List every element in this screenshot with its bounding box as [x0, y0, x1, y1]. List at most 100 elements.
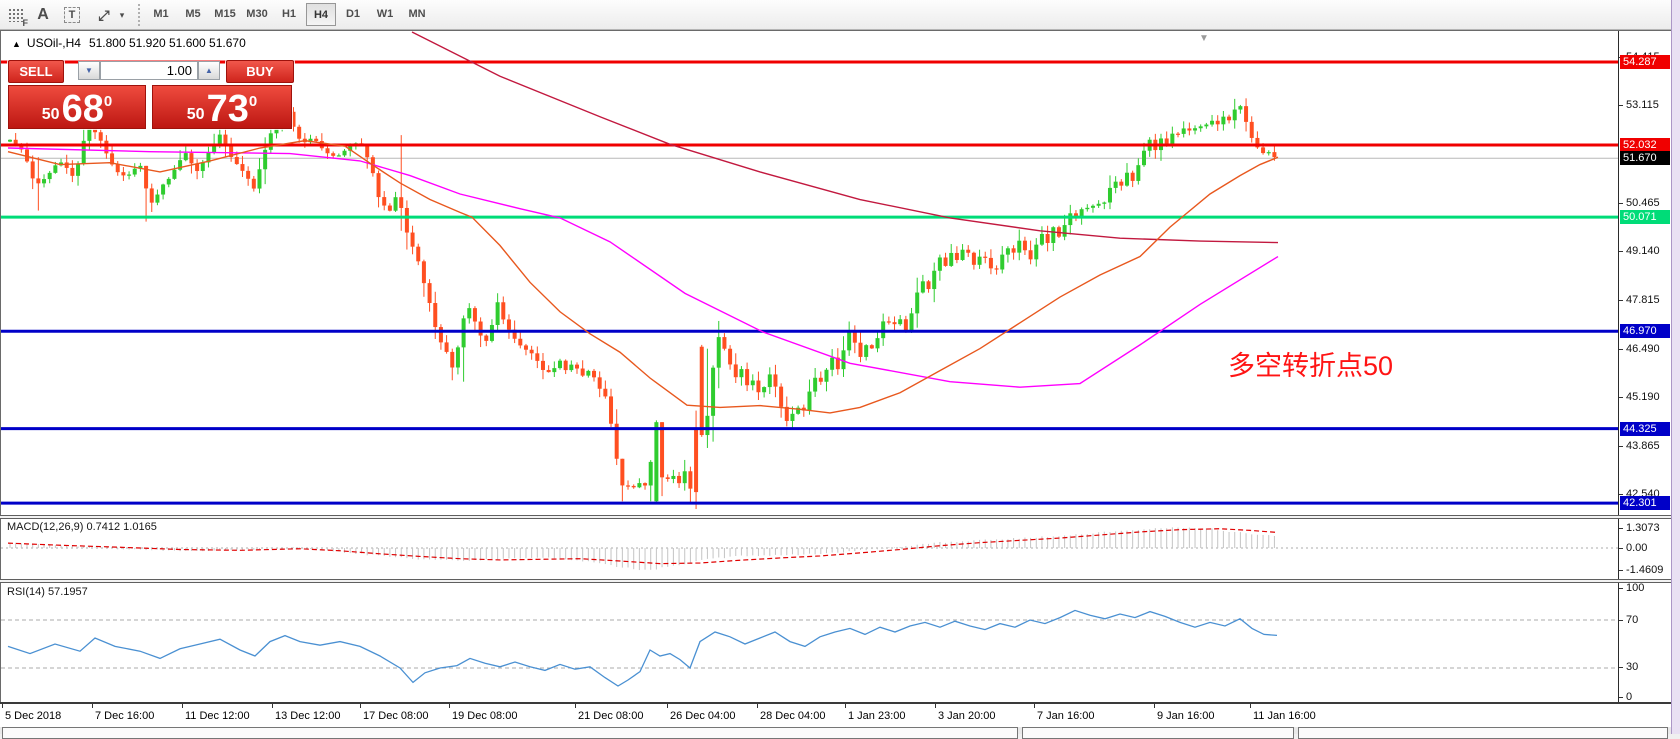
time-axis-tick [182, 704, 183, 708]
window-right-edge[interactable] [1671, 0, 1680, 734]
chart-bottom-border [0, 702, 1671, 704]
price-axis-label: 49.140 [1626, 245, 1660, 258]
timeframe-button-h4[interactable]: H4 [306, 3, 336, 26]
timeframe-button-w1[interactable]: W1 [376, 8, 394, 20]
price-axis-label: 43.865 [1626, 439, 1660, 452]
volume-increase-button[interactable]: ▲ [198, 61, 220, 80]
pane-separator[interactable] [0, 515, 1671, 519]
price-axis-tick [1619, 494, 1623, 496]
time-axis-label: 9 Jan 16:00 [1157, 710, 1215, 722]
arrow-objects-dropdown-icon[interactable]: ▾ [119, 9, 125, 20]
price-axis-tick [1619, 300, 1623, 302]
fibonacci-grid-icon[interactable]: F [4, 4, 28, 28]
docked-windows-strip [0, 727, 1680, 739]
price-level-badge: 54.287 [1620, 55, 1670, 69]
text-label-icon[interactable]: A [37, 6, 49, 23]
price-level-badge: 51.670 [1620, 151, 1670, 166]
buy-button[interactable]: BUY [226, 60, 294, 83]
sell-price-pip: 0 [103, 93, 113, 110]
time-axis-tick [757, 704, 758, 708]
sell-button[interactable]: SELL [8, 60, 64, 83]
time-axis-label: 26 Dec 04:00 [670, 710, 736, 722]
price-axis-label: 45.190 [1626, 390, 1660, 403]
indicator-axis-label: 30 [1626, 661, 1639, 673]
volume-decrease-button[interactable]: ▼ [78, 61, 100, 80]
indicator-axis-tick [1619, 697, 1623, 698]
sell-price-decimals: 68 [61, 87, 104, 130]
timeframe-button-m5[interactable]: M5 [185, 8, 201, 20]
timeframe-button-d1[interactable]: D1 [345, 8, 361, 20]
time-axis-tick [935, 704, 936, 708]
rsi-indicator-label: RSI(14) 57.1957 [7, 586, 88, 598]
one-click-trading-panel: SELL ▼ ▲ BUY 50 68 0 50 73 0 [8, 56, 294, 130]
time-axis-label: 11 Jan 16:00 [1253, 710, 1316, 722]
price-level-badge: 52.032 [1620, 137, 1670, 152]
time-axis-tick [575, 704, 576, 708]
macd-indicator-pane[interactable] [1, 519, 1618, 579]
price-axis-label: 53.115 [1626, 99, 1659, 112]
collapse-panel-icon[interactable]: ▲ [12, 39, 21, 49]
time-axis-label: 21 Dec 08:00 [578, 710, 644, 722]
chart-text-annotation[interactable]: 多空转折点50 [1228, 351, 1394, 381]
time-axis-label: 7 Dec 16:00 [95, 710, 155, 722]
time-axis-label: 7 Jan 16:00 [1037, 710, 1095, 722]
buy-price-box[interactable]: 50 73 0 [152, 85, 292, 129]
time-axis-label: 5 Dec 2018 [5, 710, 62, 722]
text-box-icon[interactable]: T [62, 4, 82, 26]
ma-slow-trend [411, 31, 1279, 244]
price-level-badge: 44.325 [1620, 421, 1670, 436]
docked-window-tab[interactable] [2, 727, 1018, 739]
price-axis-label: 47.815 [1626, 294, 1660, 307]
time-axis-tick [360, 704, 361, 708]
time-axis-label: 28 Dec 04:00 [760, 710, 826, 722]
pane-separator[interactable] [0, 579, 1671, 583]
macd-indicator-label: MACD(12,26,9) 0.7412 1.0165 [7, 521, 157, 533]
price-axis[interactable]: 54.41553.11550.46549.14047.81546.49045.1… [1618, 31, 1671, 704]
time-axis-tick [1250, 704, 1251, 708]
price-level-badge: 50.071 [1620, 210, 1670, 225]
indicator-axis-label: 100 [1626, 582, 1645, 594]
price-axis-tick [1619, 251, 1623, 253]
time-axis-tick [449, 704, 450, 708]
rsi-line [7, 609, 1278, 687]
sell-price-integer: 50 [41, 106, 60, 123]
indicator-axis-label: 0.00 [1626, 542, 1648, 554]
sell-price-box[interactable]: 50 68 0 [8, 85, 146, 129]
timeframe-button-h1[interactable]: H1 [281, 8, 297, 20]
symbol-timeframe-label: USOil-,H4 [26, 36, 81, 50]
docked-window-tab[interactable] [1022, 727, 1294, 739]
timeframe-button-m1[interactable]: M1 [153, 8, 169, 20]
indicator-axis-tick [1619, 548, 1623, 549]
price-axis-label: 50.465 [1626, 196, 1660, 209]
toolbar-grip[interactable] [138, 4, 143, 26]
time-axis-tick [667, 704, 668, 708]
time-axis-label: 19 Dec 08:00 [452, 710, 518, 722]
timeframe-button-m30[interactable]: M30 [246, 8, 268, 20]
macd-histogram [9, 527, 1275, 571]
ma-mid [7, 147, 1279, 388]
indicator-axis-tick [1619, 528, 1623, 529]
indicator-axis-tick [1619, 588, 1623, 589]
timeframe-button-m15[interactable]: M15 [214, 8, 236, 20]
time-axis[interactable]: 5 Dec 2018 7 Dec 16:00 11 Dec 12:00 13 Dec … [0, 704, 1671, 727]
candles-layer [8, 96, 1277, 510]
price-axis-tick [1619, 348, 1623, 350]
indicator-axis-tick [1619, 570, 1623, 571]
indicator-axis-label: -1.4609 [1626, 564, 1664, 576]
price-level-badge: 46.970 [1620, 324, 1670, 339]
arrow-objects-icon[interactable]: ⤢ [98, 6, 110, 23]
indicator-axis-label: 1.3073 [1626, 522, 1660, 534]
indicator-axis-tick [1619, 620, 1623, 621]
docked-window-tab[interactable] [1298, 727, 1668, 739]
price-axis-tick [1619, 445, 1623, 447]
buy-price-pip: 0 [248, 93, 258, 110]
rsi-indicator-pane[interactable] [1, 583, 1618, 702]
price-axis-tick [1619, 396, 1623, 398]
volume-input[interactable] [100, 61, 198, 80]
time-axis-label: 3 Jan 20:00 [938, 710, 996, 722]
time-axis-tick [1034, 704, 1035, 708]
chart-scroll-marker-icon[interactable]: ▼ [1199, 33, 1209, 44]
indicator-axis-label: 70 [1626, 614, 1639, 626]
timeframe-button-mn[interactable]: MN [408, 8, 426, 20]
